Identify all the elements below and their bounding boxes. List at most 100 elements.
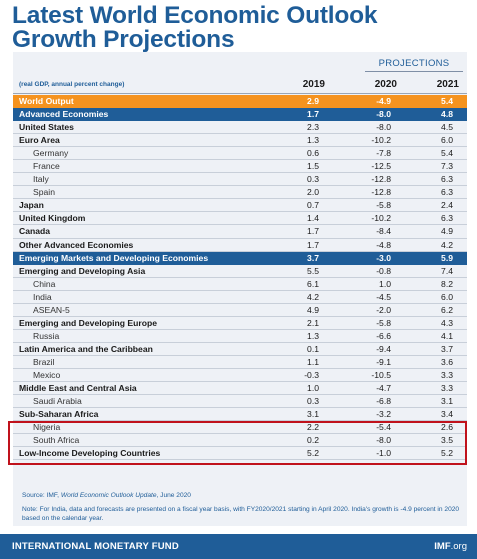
table-row: World Output 2.9 -4.9 5.4 <box>13 95 467 109</box>
table-row: Germany 0.6 -7.8 5.4 <box>13 147 467 161</box>
value-2021: 2.4 <box>441 200 453 211</box>
row-label: India <box>33 291 52 302</box>
value-2020: -3.2 <box>376 409 391 420</box>
table-row: United Kingdom 1.4 -10.2 6.3 <box>13 212 467 226</box>
table-row: Sub-Saharan Africa 3.1 -3.2 3.4 <box>13 408 467 422</box>
footnote: Note: For India, data and forecasts are … <box>22 506 460 522</box>
value-2021: 8.2 <box>441 278 453 289</box>
value-2021: 6.3 <box>441 213 453 224</box>
row-label: Brazil <box>33 356 55 367</box>
site-link[interactable]: IMF.org <box>434 541 467 552</box>
title-line-1: Latest World Economic Outlook <box>12 2 378 29</box>
row-label: South Africa <box>33 435 80 446</box>
value-2019: 0.7 <box>307 200 319 211</box>
value-2021: 5.4 <box>441 96 453 106</box>
row-label: Canada <box>19 226 51 237</box>
table-row: Canada 1.7 -8.4 4.9 <box>13 225 467 239</box>
row-label: Russia <box>33 330 60 341</box>
value-2021: 3.6 <box>441 356 453 367</box>
row-label: Emerging and Developing Asia <box>19 265 146 276</box>
value-2019: 2.0 <box>307 187 319 198</box>
value-2020: -1.0 <box>376 448 391 459</box>
value-2020: -8.0 <box>376 109 391 120</box>
value-2020: -10.2 <box>371 135 391 146</box>
table-body: World Output 2.9 -4.9 5.4 Advanced Economies… <box>13 95 467 461</box>
value-2021: 3.3 <box>441 383 453 394</box>
value-2019: 2.2 <box>307 422 319 433</box>
value-2019: 3.7 <box>307 252 319 263</box>
highlight-box-sub-saharan-africa <box>8 421 467 465</box>
value-2020: -2.0 <box>376 304 391 315</box>
table-row: Russia 1.3 -6.6 4.1 <box>13 330 467 343</box>
value-2020: -8.4 <box>376 226 391 237</box>
table-row: Advanced Economies 1.7 -8.0 4.8 <box>13 108 467 122</box>
table-row: Euro Area 1.3 -10.2 6.0 <box>13 134 467 148</box>
value-2019: 1.7 <box>307 109 319 120</box>
value-2021: 6.0 <box>441 135 453 146</box>
value-2021: 3.7 <box>441 343 453 354</box>
value-2021: 5.2 <box>441 448 453 459</box>
table-row: Emerging and Developing Europe 2.1 -5.8 4.3 <box>13 317 467 330</box>
value-2019: -0.3 <box>304 369 319 380</box>
value-2020: -9.4 <box>376 343 391 354</box>
site-rest: .org <box>450 541 467 552</box>
value-2019: 4.9 <box>307 304 319 315</box>
row-label: Euro Area <box>19 135 60 146</box>
value-2020: -6.8 <box>376 396 391 407</box>
footer-bar: INTERNATIONAL MONETARY FUND IMF.org <box>0 534 477 559</box>
value-2019: 3.1 <box>307 409 319 420</box>
row-label: ASEAN-5 <box>33 304 70 315</box>
row-label: Spain <box>33 187 55 198</box>
value-2019: 1.0 <box>307 383 319 394</box>
table-row: Spain 2.0 -12.8 6.3 <box>13 186 467 200</box>
source-note: Source: IMF, World Economic Outlook Upda… <box>22 492 462 501</box>
value-2021: 3.1 <box>441 396 453 407</box>
row-label: United States <box>19 122 74 133</box>
row-label: Low-Income Developing Countries <box>19 448 161 459</box>
value-2020: -3.0 <box>376 252 391 263</box>
table-row: Other Advanced Economies 1.7 -4.8 4.2 <box>13 239 467 252</box>
value-2019: 1.3 <box>307 135 319 146</box>
value-2021: 5.9 <box>441 252 453 263</box>
value-2019: 6.1 <box>307 278 319 289</box>
source-prefix: Source: IMF, <box>22 492 61 499</box>
value-2020: -12.5 <box>371 161 391 172</box>
table-row: Low-Income Developing Countries 5.2 -1.0 5.… <box>13 447 467 461</box>
row-label: China <box>33 278 56 289</box>
row-label: Mexico <box>33 369 61 380</box>
row-label: World Output <box>19 96 74 106</box>
value-2020: -8.0 <box>376 122 391 133</box>
value-2019: 5.5 <box>307 265 319 276</box>
row-label: Nigeria <box>33 422 61 433</box>
value-2020: -4.9 <box>376 96 391 106</box>
projections-table: PROJECTIONS (real GDP, annual percent ch… <box>13 52 467 526</box>
value-2021: 7.4 <box>441 265 453 276</box>
row-label: Middle East and Central Asia <box>19 383 137 394</box>
table-row: Brazil 1.1 -9.1 3.6 <box>13 356 467 369</box>
value-2020: -7.8 <box>376 148 391 159</box>
row-label: Sub-Saharan Africa <box>19 409 99 420</box>
value-2019: 1.1 <box>307 356 319 367</box>
table-row: Latin America and the Caribbean 0.1 -9.4 3.… <box>13 343 467 356</box>
table-row: India 4.2 -4.5 6.0 <box>13 291 467 304</box>
row-label: Germany <box>33 148 69 159</box>
value-2019: 5.2 <box>307 448 319 459</box>
value-2019: 2.3 <box>307 122 319 133</box>
value-2021: 4.2 <box>441 239 453 250</box>
title-line-2: Growth Projections <box>12 26 235 53</box>
table-row: China 6.1 1.0 8.2 <box>13 278 467 291</box>
value-2020: -5.8 <box>376 317 391 328</box>
table-row: Emerging Markets and Developing Economie… <box>13 251 467 265</box>
row-label: Italy <box>33 174 49 185</box>
projections-label: PROJECTIONS <box>365 58 463 72</box>
value-2021: 5.4 <box>441 148 453 159</box>
row-label: France <box>33 161 60 172</box>
value-2019: 0.3 <box>307 174 319 185</box>
value-2020: -9.1 <box>376 356 391 367</box>
value-2019: 1.3 <box>307 330 319 341</box>
value-2020: -8.0 <box>376 435 391 446</box>
value-2021: 3.3 <box>441 369 453 380</box>
year-header-2019: 2019 <box>302 79 325 90</box>
value-2020: -4.8 <box>376 239 391 250</box>
value-2021: 3.4 <box>441 409 453 420</box>
